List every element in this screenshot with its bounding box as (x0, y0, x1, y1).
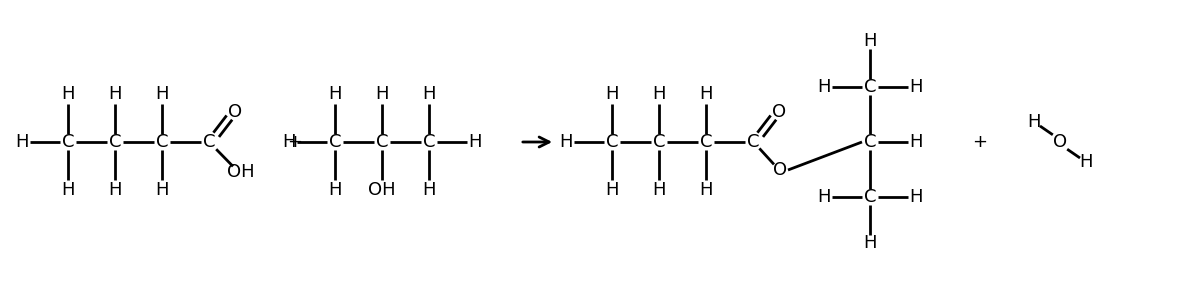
Text: H: H (469, 133, 482, 151)
Text: H: H (329, 85, 342, 103)
Text: O: O (228, 103, 242, 121)
Text: H: H (108, 181, 122, 199)
Text: C: C (605, 133, 619, 151)
Text: H: H (61, 85, 74, 103)
Text: O: O (1053, 133, 1067, 151)
Text: H: H (863, 32, 876, 50)
Text: C: C (203, 133, 216, 151)
Text: H: H (652, 85, 665, 103)
Text: H: H (863, 234, 876, 252)
Text: H: H (818, 78, 831, 96)
Text: +: + (972, 133, 988, 151)
Text: H: H (605, 181, 619, 199)
Text: C: C (423, 133, 435, 151)
Text: H: H (909, 78, 923, 96)
Text: C: C (62, 133, 74, 151)
Text: H: H (375, 85, 388, 103)
Text: C: C (375, 133, 388, 151)
Text: C: C (747, 133, 759, 151)
Text: H: H (605, 85, 619, 103)
Text: OH: OH (368, 181, 396, 199)
Text: C: C (156, 133, 168, 151)
Text: H: H (422, 85, 435, 103)
Text: H: H (282, 133, 296, 151)
Text: C: C (700, 133, 712, 151)
Text: H: H (909, 133, 923, 151)
Text: C: C (863, 133, 876, 151)
Text: H: H (652, 181, 665, 199)
Text: O: O (772, 103, 787, 121)
Text: C: C (863, 188, 876, 206)
Text: H: H (61, 181, 74, 199)
Text: H: H (818, 188, 831, 206)
Text: H: H (155, 181, 169, 199)
Text: H: H (108, 85, 122, 103)
Text: C: C (863, 78, 876, 96)
Text: H: H (155, 85, 169, 103)
Text: OH: OH (227, 163, 255, 181)
Text: C: C (109, 133, 121, 151)
Text: H: H (1028, 113, 1041, 131)
Text: C: C (652, 133, 665, 151)
Text: H: H (909, 188, 923, 206)
Text: H: H (16, 133, 29, 151)
Text: H: H (699, 181, 712, 199)
Text: H: H (559, 133, 573, 151)
Text: H: H (422, 181, 435, 199)
Text: H: H (1079, 153, 1092, 171)
Text: O: O (773, 161, 787, 179)
Text: C: C (329, 133, 342, 151)
Text: +: + (288, 133, 302, 151)
Text: H: H (329, 181, 342, 199)
Text: H: H (699, 85, 712, 103)
